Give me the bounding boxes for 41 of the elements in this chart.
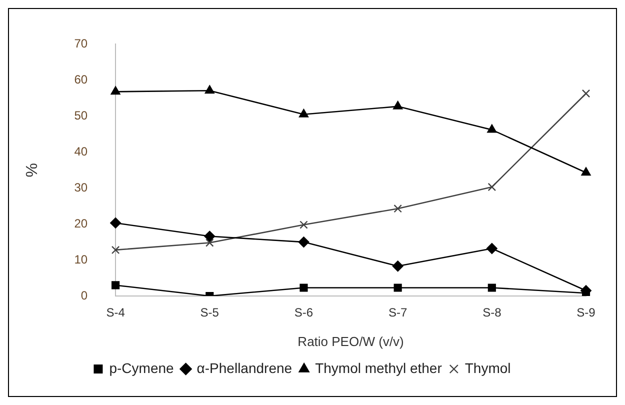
point: [110, 217, 122, 228]
legend-label: α-Phellandrene: [196, 360, 292, 376]
point: [110, 86, 120, 95]
x-tick-label: S-4: [106, 306, 126, 320]
point: [582, 89, 590, 98]
point: [206, 238, 214, 247]
point: [392, 100, 403, 110]
y-tick-label: 40: [74, 144, 88, 158]
point: [487, 124, 497, 133]
point: [300, 284, 308, 292]
point: [204, 85, 214, 94]
x-tick-label: S-6: [294, 306, 314, 320]
point: [392, 260, 404, 272]
y-tick-label: 50: [74, 108, 88, 122]
x-axis-title: Ratio PEO/W (v/v): [298, 334, 404, 349]
x-tick-label: S-8: [482, 306, 502, 320]
point: [488, 284, 496, 292]
point: [298, 108, 309, 118]
point: [112, 281, 120, 290]
y-tick-label: 60: [74, 72, 88, 86]
y-tick-label: 30: [74, 180, 88, 194]
point: [581, 167, 591, 176]
y-tick-label: 20: [74, 216, 88, 230]
x-tick-label: S-7: [388, 306, 408, 320]
y-tick-label: 70: [74, 36, 88, 51]
y-axis-title: %: [24, 162, 42, 178]
point: [394, 204, 402, 213]
point: [394, 284, 402, 292]
point: [298, 236, 310, 248]
y-tick-label: 0: [80, 288, 88, 302]
legend-label: Thymol: [464, 360, 511, 376]
point: [486, 243, 498, 254]
x-tick-label: S-5: [200, 306, 220, 320]
point: [488, 182, 496, 192]
point: [300, 220, 308, 229]
point: [204, 230, 216, 242]
legend-label: Thymol methyl ether: [315, 360, 442, 376]
legend-label: p-Cymene: [109, 360, 174, 376]
point: [111, 246, 120, 254]
y-tick-label: 10: [74, 252, 88, 266]
x-tick-label: S-9: [576, 306, 596, 320]
